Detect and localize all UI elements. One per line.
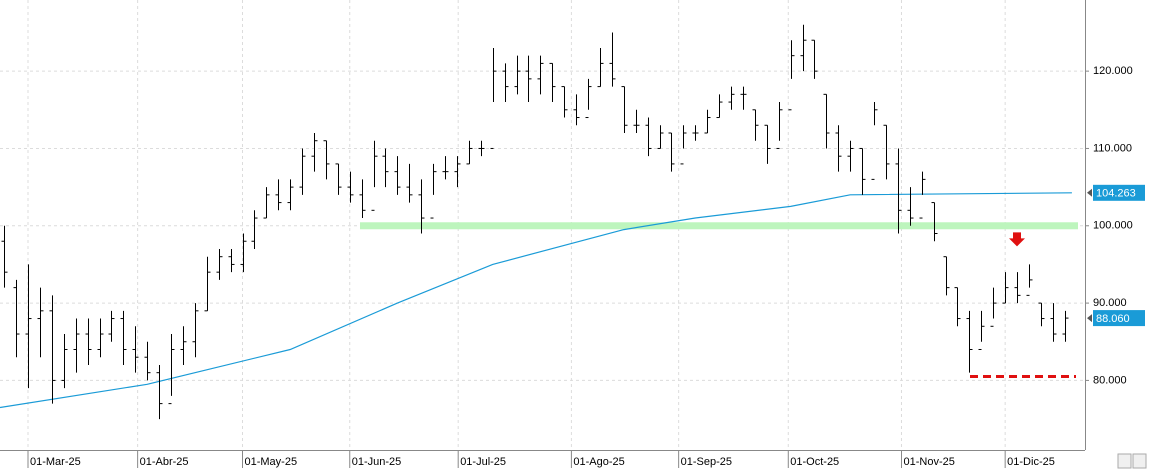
y-tick-label: 100.000 xyxy=(1093,220,1133,232)
x-tick-label: 01-Nov-25 xyxy=(903,456,954,468)
x-tick-label: 01-Oct-25 xyxy=(790,456,839,468)
value-tag-label: 88.060 xyxy=(1096,313,1130,325)
x-tick-label: 01-Jun-25 xyxy=(352,456,402,468)
tag-pointer xyxy=(1087,314,1092,323)
x-tick-label: 01-Abr-25 xyxy=(140,456,189,468)
y-tick-label: 80.000 xyxy=(1093,374,1127,386)
value-tag xyxy=(1093,184,1145,201)
x-tick-label: 01-Ago-25 xyxy=(573,456,624,468)
scroll-left[interactable] xyxy=(1117,453,1132,469)
x-tick-label: 01-Jul-25 xyxy=(460,456,506,468)
x-tick-label: 01-May-25 xyxy=(245,456,298,468)
value-tag xyxy=(1093,310,1145,327)
y-tick-label: 90.000 xyxy=(1093,297,1127,309)
support-band xyxy=(360,222,1078,230)
scroll-right[interactable] xyxy=(1132,453,1147,469)
moving-average xyxy=(0,192,1072,409)
x-tick-label: 01-Sep-25 xyxy=(681,456,732,468)
tag-pointer xyxy=(1087,188,1092,197)
y-tick-label: 110.000 xyxy=(1093,142,1132,154)
arrow xyxy=(1009,232,1025,247)
x-tick-label: 01-Mar-25 xyxy=(30,456,81,468)
value-tag-label: 104.263 xyxy=(1096,188,1136,200)
x-tick-label: 01-Dic-25 xyxy=(1007,456,1055,468)
y-tick-label: 120.000 xyxy=(1093,65,1133,77)
